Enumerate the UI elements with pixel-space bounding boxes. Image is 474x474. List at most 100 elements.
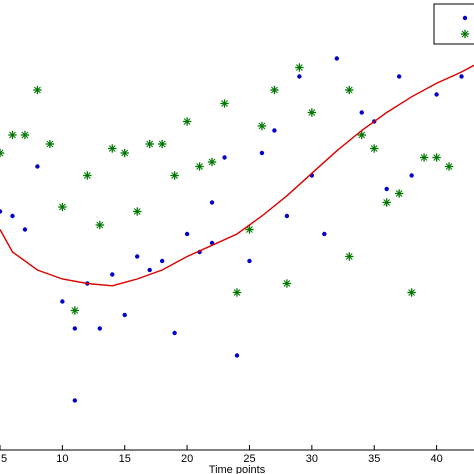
data-point-dot-22 [259,150,265,156]
x-tick-label-5: 5 [1,453,7,465]
data-point-star-1 [8,130,17,140]
data-point-star-22 [270,85,279,95]
x-tick-label-25: 25 [243,453,255,465]
data-point-star-8 [95,220,104,230]
data-point-star-16-d2 [196,163,203,170]
data-point-dot-14 [172,330,177,336]
data-point-star-7-d2 [83,172,91,179]
x-tick-label-20: 20 [181,453,193,465]
x-tick-label-30: 30 [306,453,318,465]
data-point-dot-5 [72,326,78,331]
data-point-dot-15 [184,231,190,237]
x-tick-label-35: 35 [368,453,380,465]
data-point-dot-21 [247,258,252,264]
data-point-star-6-d2 [71,307,79,314]
x-tick-label-40: 40 [430,453,442,465]
data-point-star-34-d2 [433,154,440,161]
data-point-star-9 [108,144,117,153]
data-point-dot-24 [284,213,290,219]
data-point-star-33-d2 [420,154,428,161]
data-point-star-20-d2 [246,226,253,233]
data-point-star-0-d1 [0,152,4,157]
data-point-star-28-d2 [358,131,366,139]
data-point-dot-12 [147,267,152,273]
data-point-star-29 [370,144,379,153]
data-point-dot-33 [409,173,414,178]
data-point-dot-6 [72,398,78,403]
data-point-dot-11 [135,254,140,259]
data-point-star-23 [282,279,292,288]
legend-marker-dot [462,15,468,21]
x-axis-label: Time points [209,464,266,474]
data-point-dot-9 [110,272,115,277]
data-point-star-5 [58,202,67,212]
data-point-star-31-d2 [395,190,403,197]
data-point-star-8-d2 [96,221,104,229]
data-point-star-19-d2 [233,289,241,296]
data-point-star-19 [232,288,242,297]
data-point-dot-19 [222,155,227,160]
data-point-dot-0 [0,209,3,214]
data-point-star-11-d2 [133,208,141,215]
data-point-star-4-d2 [46,140,54,148]
data-point-star-26-d2 [345,86,353,94]
data-point-star-18 [220,99,229,108]
data-point-star-9-d2 [108,145,116,152]
data-point-star-26 [345,85,354,95]
data-point-star-0 [0,148,5,158]
data-point-star-12 [145,139,154,149]
fit-curve [0,64,474,287]
legend-marker-star [460,29,470,39]
data-point-star-22-d2 [271,86,278,94]
data-point-dot-35 [459,74,464,79]
data-point-star-3-d2 [34,86,41,94]
data-point-star-10 [120,148,129,158]
data-point-dot-28 [334,56,339,61]
data-point-star-15-d2 [183,118,191,125]
data-point-dot-29 [359,110,364,115]
data-point-dot-25 [297,74,302,79]
data-point-star-0-d2 [0,149,4,154]
data-point-dot-27 [322,231,327,237]
data-point-dot-34 [434,92,439,97]
data-point-star-27-d2 [345,253,353,260]
data-point-star-15 [182,117,192,126]
data-point-star-27 [345,252,354,261]
data-point-star-3 [33,85,42,95]
data-point-star-21 [257,121,267,131]
data-point-dot-2 [22,227,28,232]
data-point-star-31 [394,189,404,198]
data-point-star-7 [83,171,92,180]
data-point-star-32-d2 [408,289,416,296]
data-point-star-1-d2 [9,131,16,139]
data-point-dot-13 [159,258,165,264]
axes-layer: 5 10 15 20 25 30 35 40 Time points [0,445,474,474]
data-point-dot-10 [122,312,127,318]
data-point-star-17 [207,157,217,167]
data-point-star-13-d2 [158,140,166,148]
data-point-dot-3 [35,164,40,169]
data-point-star-20 [245,225,254,234]
data-point-star-25-d2 [308,109,316,116]
data-point-star-30-d2 [383,199,391,206]
data-point-star-35 [444,162,454,171]
data-point-star-5-d2 [58,203,66,211]
data-point-dot-20 [234,353,240,358]
data-point-dot-18 [209,200,215,205]
data-point-star-33 [419,153,429,162]
data-point-star-21-d2 [258,122,266,130]
data-point-star-10-d2 [121,149,129,157]
data-point-dot-32 [396,74,402,79]
x-tick-label-10: 10 [56,453,68,465]
data-point-star-16 [195,162,204,171]
plot-layer [0,56,474,403]
data-point-star-32 [407,288,416,297]
data-point-star-14-d2 [171,172,179,179]
legend-marker-star-d2 [461,30,469,38]
data-point-dot-23 [272,128,277,133]
x-tick-label-15: 15 [119,453,131,465]
data-point-star-2-d2 [21,131,29,139]
data-point-star-23-d2 [283,280,291,287]
data-point-star-24-d2 [295,64,303,71]
